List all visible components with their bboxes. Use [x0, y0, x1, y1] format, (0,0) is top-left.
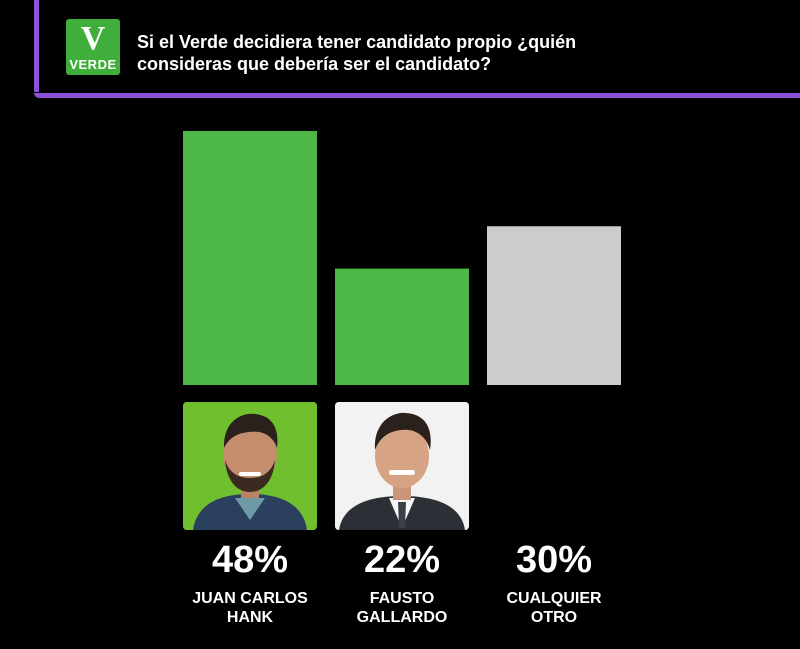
header-accent-vertical [34, 0, 39, 92]
person-silhouette-icon [335, 402, 469, 530]
question-line-1: Si el Verde decidiera tener candidato pr… [137, 32, 577, 52]
person-silhouette-icon [183, 402, 317, 530]
value-label-1: 48% [211, 539, 289, 581]
category-label-2-line-2: GALLARDO [356, 609, 448, 626]
question-line-2: consideras que debería ser el candidato? [137, 54, 492, 74]
bar-3 [487, 226, 621, 385]
verde-logo: V VERDE [66, 19, 120, 75]
category-label-1-line-1: JUAN CARLOS [192, 590, 308, 607]
bar-2 [335, 268, 469, 385]
logo-glyph: V [80, 20, 106, 57]
value-label-2: 22% [363, 539, 441, 581]
category-label-2: FAUSTO GALLARDO [322, 589, 482, 627]
category-label-2-line-1: FAUSTO [369, 590, 435, 607]
category-label-3: CUALQUIER OTRO [474, 589, 634, 627]
category-label-3-line-1: CUALQUIER [506, 590, 602, 607]
photo-juan-carlos-hank [183, 402, 317, 530]
value-label-3: 30% [515, 539, 593, 581]
category-label-1-line-2: HANK [226, 609, 274, 626]
bar-1 [183, 131, 317, 385]
question-text: Si el Verde decidiera tener candidato pr… [137, 31, 737, 75]
header-frame [34, 0, 800, 98]
logo-word: VERDE [69, 57, 117, 72]
photo-fausto-gallardo [335, 402, 469, 530]
category-label-1: JUAN CARLOS HANK [170, 589, 330, 627]
header-accent-horizontal [34, 93, 800, 98]
category-label-3-line-2: OTRO [530, 609, 578, 626]
